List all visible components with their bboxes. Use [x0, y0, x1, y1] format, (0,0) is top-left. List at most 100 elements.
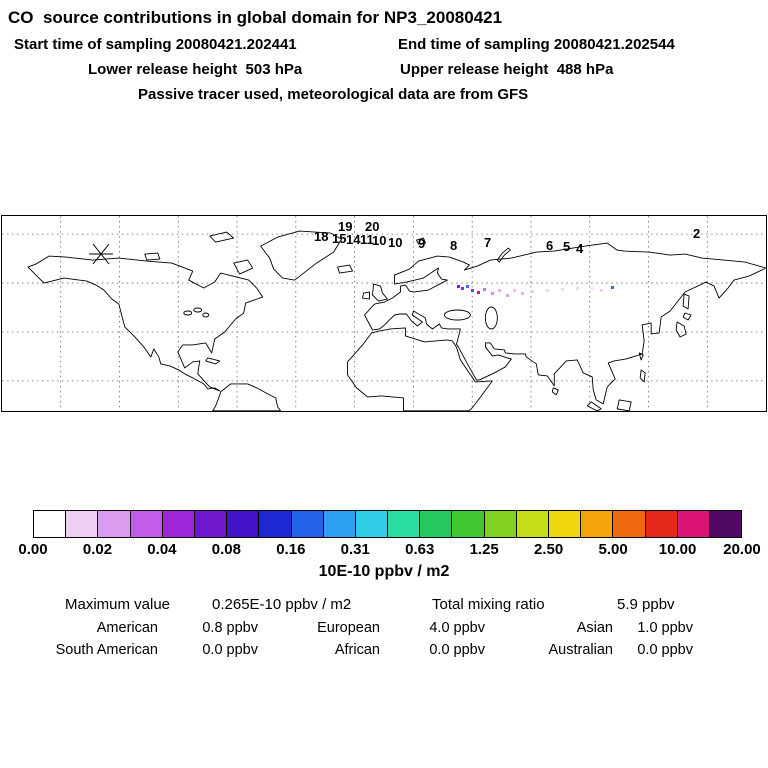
contribution-cell: [457, 285, 460, 288]
colorbar-tick-label: 10.00: [658, 541, 697, 558]
colorbar-segment: [516, 511, 549, 537]
coast-svalbard: [416, 237, 426, 245]
colorbar-tick-label: 0.31: [340, 541, 370, 558]
coast-baffin: [233, 259, 254, 275]
contribution-cell: [461, 287, 464, 290]
colorbar-tick-label: 0.04: [147, 541, 177, 558]
colorbar-segment: [194, 511, 228, 537]
coast-greenland: [260, 230, 343, 281]
trajectory-day-label: 8: [450, 238, 458, 253]
colorbar-ticks: 0.00 0.02 0.04 0.08 0.16 0.31 0.63 1.25 2.50 5.00…: [18, 541, 760, 561]
coast-sumatra: [586, 401, 602, 411]
colorbar-segment: [645, 511, 678, 537]
contribution-cell: [471, 289, 474, 292]
region-value: 0.8 ppbv: [202, 620, 258, 636]
trajectory-day-label: 4: [576, 241, 584, 256]
contribution-cell: [483, 288, 486, 291]
colorbar-tick-label: 5.00: [598, 541, 628, 558]
colorbar-units-label: 10E-10 ppbv / m2: [318, 563, 450, 580]
colorbar-tick-label: 0.08: [211, 541, 241, 558]
regional-contributions-table: American 0.8 ppbv European 4.0 ppbv Asian 1.0…: [0, 620, 693, 664]
end-time-text: End time of sampling 20080421.202544: [398, 36, 675, 53]
colorbar-segment: [98, 511, 131, 537]
colorbar-segment: [259, 511, 292, 537]
max-value: 0.265E-10 ppbv / m2: [212, 596, 352, 613]
map-canvas: [2, 216, 766, 411]
coast-britain: [372, 283, 388, 302]
colorbar-segment: [355, 511, 389, 537]
region-name: African: [334, 642, 380, 658]
trajectory-day-label: 14: [346, 232, 361, 247]
colorbar-segment: [613, 511, 646, 537]
region-name: American: [96, 620, 158, 636]
region-value: 4.0 ppbv: [429, 620, 485, 636]
contribution-cell: [477, 291, 480, 294]
coast-ireland: [362, 291, 370, 300]
colorbar-tick-label: 0.16: [276, 541, 306, 558]
colorbar-segment: [709, 511, 742, 537]
colorbar-block: 0.00 0.02 0.04 0.08 0.16 0.31 0.63 1.25 2.50 5.00…: [18, 510, 761, 561]
trajectory-day-label: 7: [484, 235, 492, 250]
region-value: 0.0 ppbv: [202, 642, 258, 658]
upper-release-text: Upper release height 488 hPa: [400, 61, 614, 78]
region-value: 1.0 ppbv: [637, 620, 693, 636]
contribution-cell: [491, 292, 494, 295]
world-map: 19 20 18 15 14 11 10 10 9 8 7 6 5 4 2: [1, 215, 767, 412]
colorbar-tick-label: 0.63: [405, 541, 435, 558]
coast-cuba: [205, 357, 221, 365]
trajectory-day-label: 6: [546, 238, 554, 253]
coast-iceland: [337, 264, 353, 274]
asterisk-icon: [89, 243, 113, 265]
stats-row: Maximum value 0.265E-10 ppbv / m2 Total …: [0, 596, 768, 616]
black-sea: [443, 309, 471, 321]
coast-eurasia: [364, 242, 766, 405]
start-time-text: Start time of sampling 20080421.202441: [14, 36, 297, 53]
contribution-cell: [576, 287, 579, 290]
colorbar-tick-label: 2.50: [534, 541, 564, 558]
region-value: 0.0 ppbv: [429, 642, 485, 658]
receptor-marker: [88, 241, 114, 267]
trajectory-day-label: 11: [360, 232, 374, 247]
colorbar-segment: [581, 511, 614, 537]
total-mixing-ratio-label: Total mixing ratio: [432, 596, 545, 613]
coast-south-america: [212, 383, 282, 411]
region-name: South American: [55, 642, 158, 658]
colorbar-segment: [677, 511, 710, 537]
coast-borneo: [616, 399, 632, 411]
coast-philippines: [639, 369, 646, 383]
colorbar-segment: [34, 511, 67, 537]
contribution-cell: [600, 289, 603, 292]
colorbar-tick-label: 1.25: [469, 541, 499, 558]
coast-japan: [675, 321, 687, 338]
colorbar-segment: [227, 511, 260, 537]
contribution-cell: [466, 285, 469, 288]
total-mixing-ratio-value: 5.9 ppbv: [617, 596, 675, 613]
colorbar-tick-label: 0.02: [82, 541, 113, 558]
region-name: European: [317, 620, 380, 636]
trajectory-day-label: 10: [388, 235, 403, 250]
colorbar-segment: [291, 511, 324, 537]
colorbar-segment: [388, 511, 421, 537]
coast-hokkaido: [682, 312, 692, 321]
coast-ellesmere: [209, 231, 235, 243]
colorbar: [33, 510, 742, 538]
colorbar-segment: [162, 511, 195, 537]
trajectory-day-label: 2: [693, 226, 701, 241]
colorbar-segment: [484, 511, 517, 537]
trajectory-day-label: 19: [338, 219, 353, 234]
colorbar-segment: [420, 511, 453, 537]
coast-africa: [347, 327, 493, 411]
coast-novaya-zemlya: [496, 247, 511, 263]
region-name: Australian: [548, 642, 613, 658]
contribution-cell: [591, 287, 594, 290]
contribution-cell: [561, 288, 564, 291]
page-title: CO source contributions in global domain…: [8, 8, 503, 27]
contribution-cell: [521, 292, 524, 295]
max-value-label: Maximum value: [65, 596, 171, 613]
trajectory-day-label: 18: [314, 229, 329, 244]
trajectory-day-label: 10: [372, 233, 387, 248]
colorbar-tick-label: 20.00: [723, 541, 761, 558]
colorbar-segment: [549, 511, 582, 537]
region-name: Asian: [576, 620, 613, 636]
